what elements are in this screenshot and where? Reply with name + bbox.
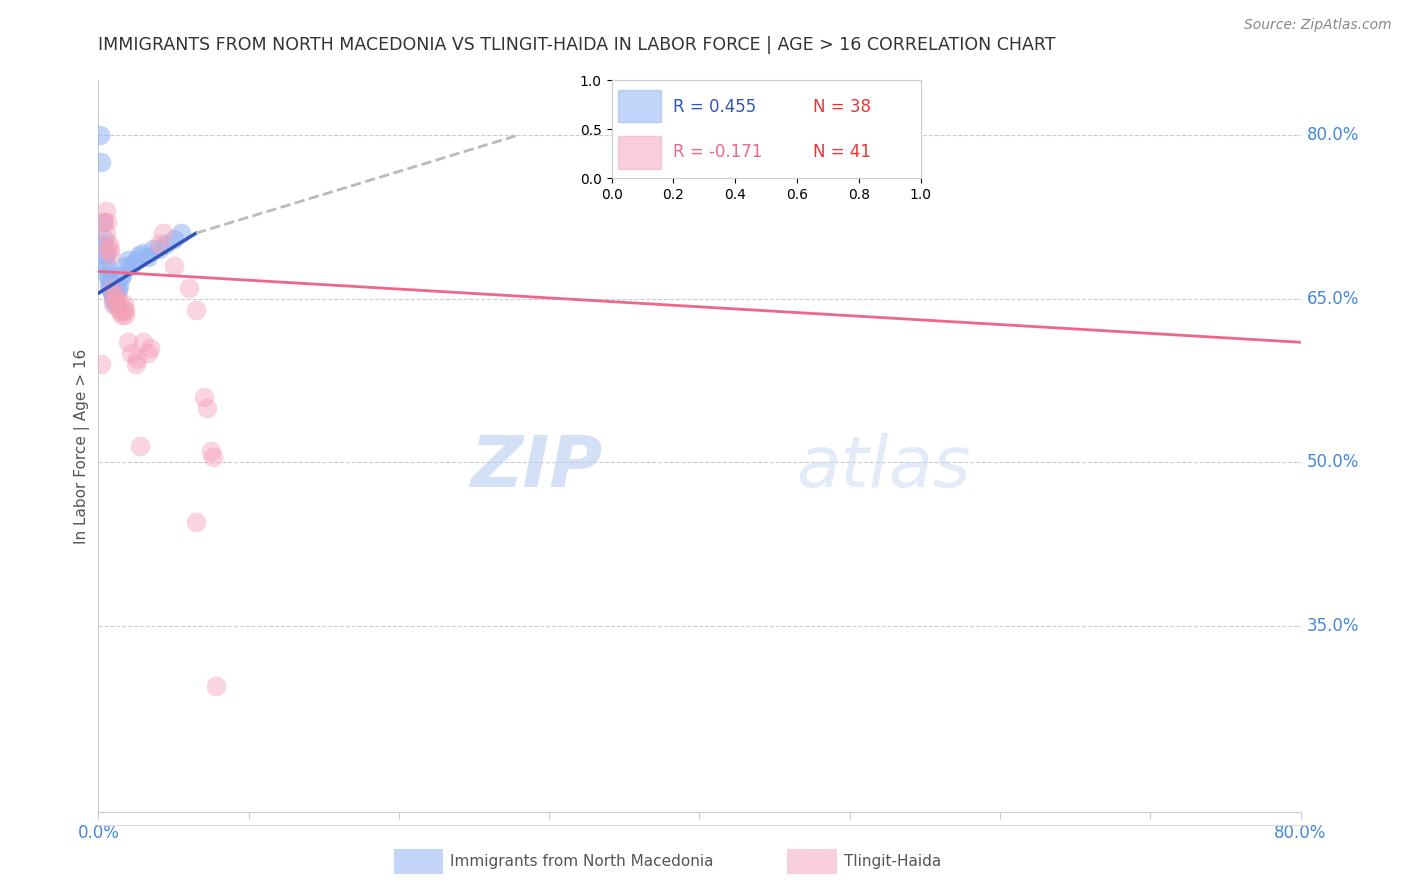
Point <box>132 245 155 260</box>
Point <box>114 302 136 317</box>
Point <box>97 278 120 293</box>
Point <box>90 357 112 371</box>
Point <box>138 341 160 355</box>
Point <box>162 231 184 245</box>
Text: N = 41: N = 41 <box>813 143 870 161</box>
Point <box>184 516 207 530</box>
Point <box>111 268 134 282</box>
Text: ZIP: ZIP <box>471 434 603 502</box>
Point <box>108 302 131 317</box>
Point <box>177 281 200 295</box>
Point <box>107 283 129 297</box>
Point <box>148 237 170 252</box>
Point <box>107 292 129 306</box>
Point <box>96 243 118 257</box>
Text: 65.0%: 65.0% <box>1306 290 1360 308</box>
Point <box>91 237 114 252</box>
Text: 50.0%: 50.0% <box>1306 453 1360 471</box>
Point <box>100 243 122 257</box>
FancyBboxPatch shape <box>617 90 661 122</box>
Point <box>103 292 125 306</box>
Point <box>195 401 218 415</box>
Point <box>97 237 120 252</box>
Text: atlas: atlas <box>796 434 970 502</box>
Point <box>101 283 124 297</box>
Text: R = 0.455: R = 0.455 <box>673 98 756 116</box>
Point <box>97 272 120 286</box>
Point <box>201 450 224 464</box>
Point <box>136 250 159 264</box>
Point <box>94 204 117 219</box>
Point <box>121 346 143 360</box>
Point <box>112 297 135 311</box>
Point <box>127 351 149 366</box>
Point <box>136 346 159 360</box>
Point <box>93 231 115 245</box>
Point <box>100 248 122 262</box>
Point <box>110 304 132 318</box>
Point <box>128 248 150 262</box>
Point <box>132 335 155 350</box>
Point <box>155 237 177 252</box>
Point <box>105 293 128 308</box>
Point <box>104 292 127 306</box>
Point <box>101 286 124 301</box>
Point <box>110 269 132 284</box>
Point <box>94 226 117 240</box>
Point <box>170 226 193 240</box>
Point <box>193 390 215 404</box>
Point <box>96 268 118 282</box>
Point <box>100 275 122 289</box>
Text: 35.0%: 35.0% <box>1306 617 1360 635</box>
Text: IMMIGRANTS FROM NORTH MACEDONIA VS TLINGIT-HAIDA IN LABOR FORCE | AGE > 16 CORRE: IMMIGRANTS FROM NORTH MACEDONIA VS TLING… <box>98 36 1056 54</box>
Point <box>141 243 163 257</box>
Text: Source: ZipAtlas.com: Source: ZipAtlas.com <box>1244 18 1392 32</box>
Point <box>114 308 136 322</box>
Point <box>148 243 170 257</box>
Point <box>129 439 152 453</box>
Point <box>125 357 148 371</box>
Point <box>103 297 125 311</box>
Point <box>94 248 117 262</box>
Text: N = 38: N = 38 <box>813 98 870 116</box>
Text: Immigrants from North Macedonia: Immigrants from North Macedonia <box>450 855 713 869</box>
Point <box>89 128 111 142</box>
Point <box>104 293 127 308</box>
Point <box>112 302 135 317</box>
Point <box>93 215 115 229</box>
Point <box>125 253 148 268</box>
Point <box>108 278 131 293</box>
Point <box>96 259 118 273</box>
Point <box>93 248 115 262</box>
Point <box>100 281 122 295</box>
Point <box>117 335 139 350</box>
Point <box>117 253 139 268</box>
Point <box>184 302 207 317</box>
Y-axis label: In Labor Force | Age > 16: In Labor Force | Age > 16 <box>75 349 90 543</box>
Point <box>111 308 134 322</box>
Point <box>91 215 114 229</box>
Point <box>103 286 125 301</box>
Point <box>152 226 174 240</box>
Point <box>200 444 222 458</box>
Point <box>105 281 128 295</box>
Point <box>101 281 124 295</box>
Point <box>90 155 112 169</box>
Text: 80.0%: 80.0% <box>1306 126 1360 144</box>
FancyBboxPatch shape <box>617 136 661 169</box>
Point <box>121 259 143 273</box>
Point <box>105 286 128 301</box>
Point <box>162 259 184 273</box>
Text: Tlingit-Haida: Tlingit-Haida <box>844 855 941 869</box>
Point <box>104 297 127 311</box>
Point <box>103 288 125 302</box>
Text: R = -0.171: R = -0.171 <box>673 143 763 161</box>
Point <box>96 215 118 229</box>
Point <box>114 259 136 273</box>
Point <box>94 261 117 276</box>
Point <box>204 679 226 693</box>
